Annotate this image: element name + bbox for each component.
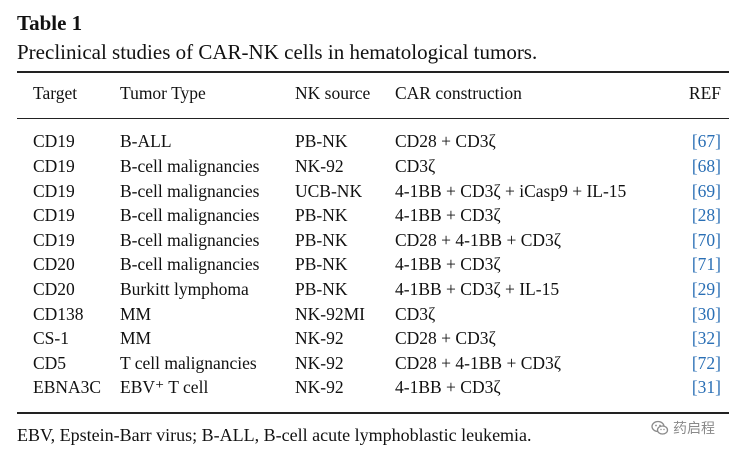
cell-nk-source: PB-NK [295, 279, 348, 299]
watermark: 药启程 [651, 418, 715, 438]
cell-car-construction: CD3ζ [395, 156, 436, 176]
cell-nk-source: NK-92 [295, 328, 344, 348]
bottom-rule [17, 412, 729, 414]
reference-link[interactable]: [31] [691, 377, 721, 397]
cell-nk-source: PB-NK [295, 131, 348, 151]
cell-nk-source: PB-NK [295, 230, 348, 250]
watermark-text: 药启程 [673, 421, 715, 437]
reference-link[interactable]: [72] [691, 353, 721, 373]
wechat-icon [651, 420, 669, 436]
cell-tumor-type: T cell malignancies [120, 353, 257, 373]
cell-nk-source: NK-92 [295, 377, 344, 397]
cell-car-construction: CD28 + CD3ζ [395, 328, 496, 348]
cell-tumor-type: Burkitt lymphoma [120, 279, 249, 299]
reference-link[interactable]: [70] [691, 230, 721, 250]
cell-tumor-type: B-cell malignancies [120, 254, 260, 274]
table-caption: Preclinical studies of CAR-NK cells in h… [17, 40, 538, 64]
cell-car-construction: CD28 + CD3ζ [395, 131, 496, 151]
cell-tumor-type: EBV⁺ T cell [120, 377, 209, 397]
cell-car-construction: 4-1BB + CD3ζ + iCasp9 + IL-15 [395, 181, 627, 201]
reference-link[interactable]: [68] [691, 156, 721, 176]
cell-target: CD138 [33, 304, 84, 324]
cell-target: CD19 [33, 230, 75, 250]
cell-nk-source: NK-92 [295, 156, 344, 176]
table-footnote: EBV, Epstein-Barr virus; B-ALL, B-cell a… [17, 425, 532, 445]
cell-target: CS-1 [33, 328, 69, 348]
cell-car-construction: 4-1BB + CD3ζ [395, 377, 501, 397]
reference-link[interactable]: [29] [691, 279, 721, 299]
cell-car-construction: 4-1BB + CD3ζ + IL-15 [395, 279, 560, 299]
table-title: Table 1 [17, 11, 83, 35]
top-rule [17, 71, 729, 73]
header-nk-source: NK source [295, 83, 371, 103]
cell-target: CD19 [33, 181, 75, 201]
cell-target: CD5 [33, 353, 67, 373]
cell-tumor-type: B-cell malignancies [120, 205, 260, 225]
cell-nk-source: NK-92MI [295, 304, 365, 324]
cell-target: CD19 [33, 156, 75, 176]
cell-tumor-type: B-cell malignancies [120, 181, 260, 201]
cell-tumor-type: B-cell malignancies [120, 156, 260, 176]
header-rule [17, 118, 729, 119]
cell-car-construction: 4-1BB + CD3ζ [395, 254, 501, 274]
reference-link[interactable]: [67] [691, 131, 721, 151]
cell-target: CD20 [33, 279, 75, 299]
cell-car-construction: 4-1BB + CD3ζ [395, 205, 501, 225]
cell-tumor-type: B-ALL [120, 131, 172, 151]
cell-tumor-type: B-cell malignancies [120, 230, 260, 250]
cell-tumor-type: MM [120, 328, 152, 348]
header-target: Target [33, 83, 78, 103]
cell-nk-source: PB-NK [295, 205, 348, 225]
reference-link[interactable]: [71] [691, 254, 721, 274]
cell-car-construction: CD28 + 4-1BB + CD3ζ [395, 353, 562, 373]
reference-link[interactable]: [32] [691, 328, 721, 348]
cell-target: EBNA3C [33, 377, 102, 397]
cell-target: CD20 [33, 254, 75, 274]
cell-nk-source: UCB-NK [295, 181, 363, 201]
reference-link[interactable]: [30] [691, 304, 721, 324]
cell-nk-source: PB-NK [295, 254, 348, 274]
cell-target: CD19 [33, 205, 75, 225]
header-ref: REF [688, 83, 721, 103]
cell-target: CD19 [33, 131, 75, 151]
cell-car-construction: CD3ζ [395, 304, 436, 324]
cell-car-construction: CD28 + 4-1BB + CD3ζ [395, 230, 562, 250]
header-tumor-type: Tumor Type [120, 83, 206, 103]
header-car-construction: CAR construction [395, 83, 522, 103]
reference-link[interactable]: [69] [691, 181, 721, 201]
cell-tumor-type: MM [120, 304, 152, 324]
cell-nk-source: NK-92 [295, 353, 344, 373]
reference-link[interactable]: [28] [691, 205, 721, 225]
